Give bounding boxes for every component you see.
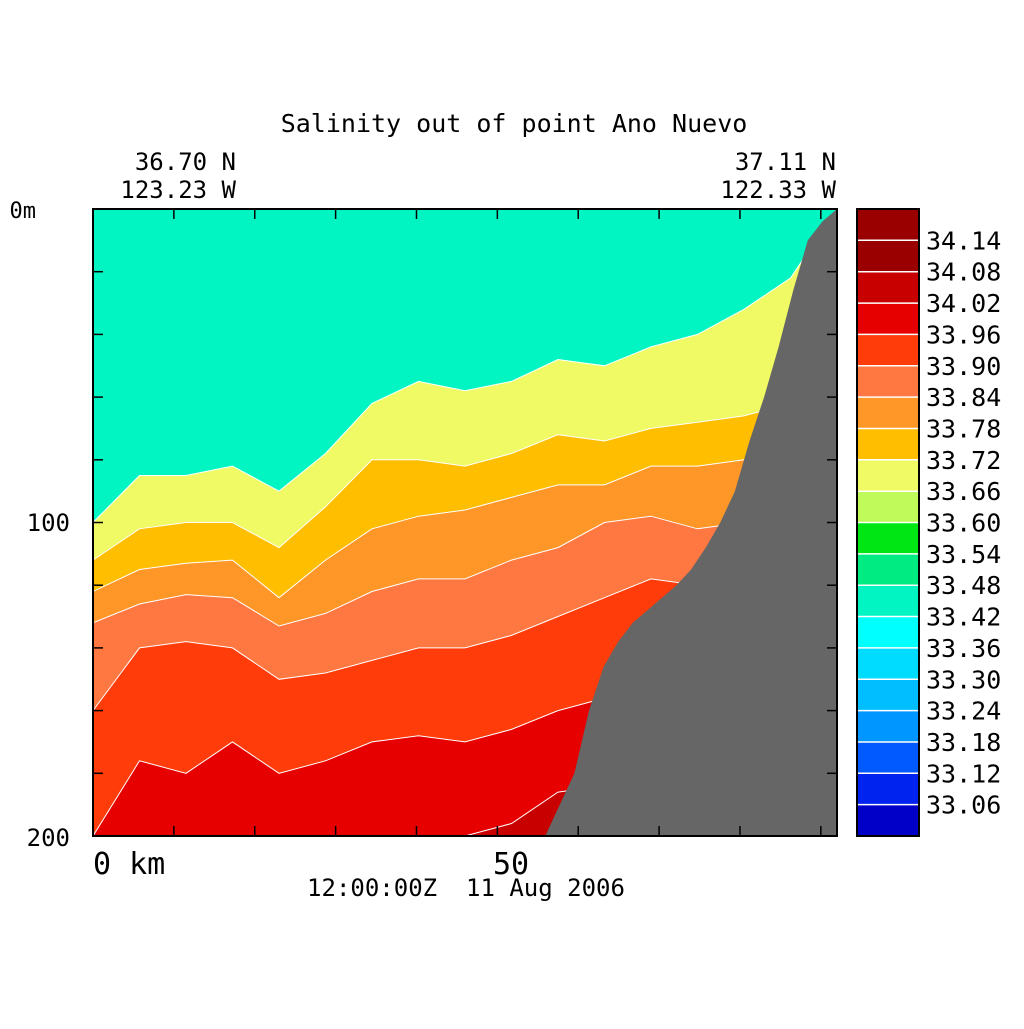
start-latitude: 36.70 N: [135, 148, 236, 176]
colorbar-label: 33.54: [926, 540, 1001, 569]
colorbar-label: 33.90: [926, 352, 1001, 381]
colorbar-swatch: [857, 397, 919, 430]
colorbar-label: 33.48: [926, 571, 1001, 600]
axis-ticks: [92, 208, 837, 837]
colorbar-label: 33.78: [926, 415, 1001, 444]
colorbar-swatch: [857, 428, 919, 461]
plot-area: [93, 209, 837, 836]
colorbar-label: 33.24: [926, 697, 1001, 726]
colorbar-swatch: [857, 459, 919, 492]
colorbar-label: 33.96: [926, 320, 1001, 349]
colorbar-swatch: [857, 209, 919, 241]
colorbar-swatch: [857, 271, 919, 304]
colorbar-label: 34.02: [926, 289, 1001, 318]
colorbar-swatch: [857, 647, 919, 680]
y-tick-label-200: 200: [27, 824, 70, 852]
end-latitude: 37.11 N: [735, 148, 836, 176]
colorbar-frame: [856, 208, 920, 837]
x-tick-label-0: 0 km: [93, 847, 165, 882]
colorbar-swatch: [857, 303, 919, 336]
colorbar-label: 33.42: [926, 603, 1001, 632]
colorbar-swatch: [857, 804, 919, 837]
start-longitude: 123.23 W: [120, 176, 236, 204]
colorbar-swatch: [857, 710, 919, 743]
colorbar-swatch: [857, 742, 919, 774]
colorbar-swatch: [857, 240, 919, 273]
colorbar-label: 33.72: [926, 446, 1001, 475]
colorbar-swatch: [857, 773, 919, 806]
colorbar-label: 33.12: [926, 759, 1001, 788]
colorbar-swatch: [857, 365, 919, 398]
timestamp: 12:00:00Z 11 Aug 2006: [307, 874, 625, 902]
colorbar-label: 33.84: [926, 383, 1001, 412]
colorbar-label: 33.06: [926, 791, 1001, 820]
y-tick-label-100: 100: [27, 509, 70, 537]
colorbar-label: 33.36: [926, 634, 1001, 663]
colorbar-label: 33.66: [926, 477, 1001, 506]
colorbar-swatch: [857, 679, 919, 712]
colorbar-label: 34.14: [926, 226, 1001, 255]
colorbar-swatch: [857, 553, 919, 586]
seafloor-land: [93, 209, 837, 836]
y-tick-label-top: 0m: [10, 199, 37, 224]
end-longitude: 122.33 W: [720, 176, 836, 204]
colorbar-label: 33.60: [926, 509, 1001, 538]
colorbar-label: 34.08: [926, 258, 1001, 287]
colorbar-swatch: [857, 616, 919, 649]
colorbar-swatch: [857, 334, 919, 367]
colorbar-swatch: [857, 491, 919, 524]
colorbar-swatch: [857, 522, 919, 555]
colorbar-swatch: [857, 585, 919, 618]
x-tick-label-50: 50: [493, 847, 529, 882]
chart-title: Salinity out of point Ano Nuevo: [281, 109, 748, 138]
colorbar-label: 33.30: [926, 665, 1001, 694]
colorbar-label: 33.18: [926, 728, 1001, 757]
